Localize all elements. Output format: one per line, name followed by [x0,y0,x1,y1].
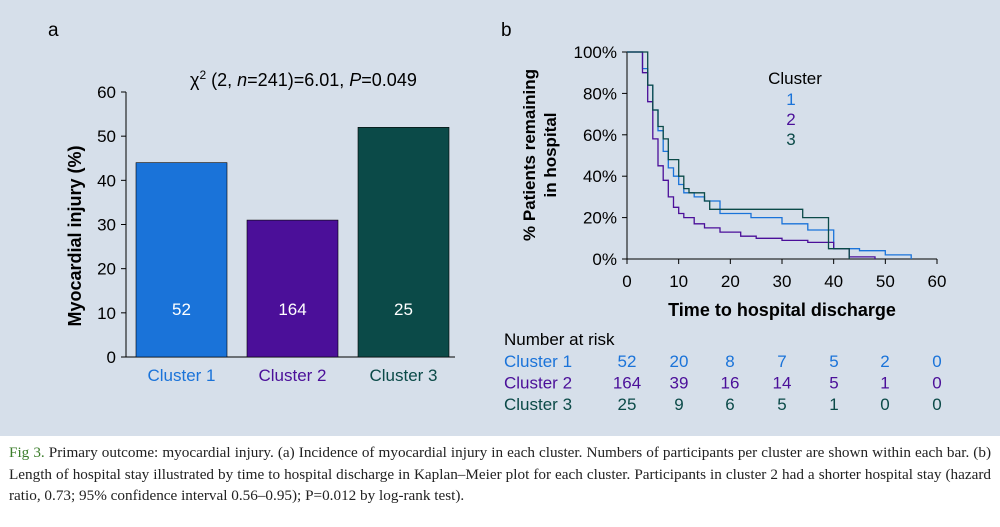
risk-cell: 0 [932,395,941,414]
km-x-tick-label: 30 [773,272,792,291]
risk-cell: 0 [880,395,889,414]
km-y-tick-label: 40% [583,167,617,186]
bar-y-tick-label: 0 [107,348,116,367]
risk-cell: 2 [880,352,889,371]
km-x-tick-label: 40 [824,272,843,291]
panel-a-label: a [48,20,59,41]
bar-y-tick-label: 20 [97,260,116,279]
chi-square-statistic: χ2 (2, n=241)=6.01, P=0.049 [190,68,417,90]
risk-cell: 164 [613,374,641,393]
bar-y-tick-label: 40 [97,171,116,190]
risk-row-label: Cluster 1 [504,352,572,371]
bar-y-tick-label: 10 [97,304,116,323]
figure-caption-label: Fig 3. [9,444,45,461]
risk-cell: 9 [674,395,683,414]
bar-category-label: Cluster 2 [258,366,326,385]
figure-svg: a χ2 (2, n=241)=6.01, P=0.049 0102030405… [48,20,947,414]
km-curve-cluster-3 [627,51,850,259]
bar-chart: 0 10 20 30 40 50 60 52 Cluster 1 164 Cluster 2 25 Cl… [97,83,455,385]
km-y-axis-label-line2: in hospital [541,113,560,198]
panel-b-label: b [501,20,512,41]
bar-cluster-3 [357,127,450,358]
km-y-tick-label: 20% [583,209,617,228]
risk-cell: 6 [725,395,734,414]
risk-cell: 5 [777,395,786,414]
risk-cell: 5 [829,374,838,393]
bar-category-label: Cluster 1 [147,366,215,385]
risk-cell: 20 [670,352,689,371]
km-x-axis-label: Time to hospital discharge [668,300,896,320]
km-y-tick-label: 60% [583,126,617,145]
bar-y-tick-label: 60 [97,83,116,102]
bar-chart-y-axis-label: Myocardial injury (%) [65,145,85,326]
legend-item-cluster-3: 3 [786,130,795,149]
risk-cell: 52 [618,352,637,371]
legend-item-cluster-1: 1 [786,90,795,109]
bar-count-label: 164 [278,300,306,319]
km-x-tick-label: 0 [622,272,631,291]
km-y-tick-label: 100% [574,43,617,62]
figure-caption: Fig 3. Primary outcome: myocardial injur… [9,442,991,507]
bar-cluster-2 [246,219,339,358]
figure-caption-text: Primary outcome: myocardial injury. (a) … [9,444,992,504]
risk-cell: 1 [880,374,889,393]
risk-table-title: Number at risk [504,330,615,349]
risk-row-label: Cluster 3 [504,395,572,414]
km-x-tick-label: 20 [721,272,740,291]
km-x-tick-label: 10 [669,272,688,291]
risk-cell: 14 [773,374,792,393]
km-y-axis-label-line1: % Patients remaining [520,69,539,241]
risk-cell: 1 [829,395,838,414]
bar-count-label: 52 [172,300,191,319]
risk-cell: 16 [721,374,740,393]
risk-cell: 0 [932,374,941,393]
risk-cell: 0 [932,352,941,371]
bar-cluster-1 [135,162,228,358]
risk-cell: 25 [618,395,637,414]
bar-count-label: 25 [394,300,413,319]
km-x-tick-label: 50 [876,272,895,291]
figure-panel: a χ2 (2, n=241)=6.01, P=0.049 0 10 20 30 40 5… [0,0,1000,436]
legend-item-cluster-2: 2 [786,110,795,129]
bar-category-label: Cluster 3 [369,366,437,385]
km-x-tick-label: 60 [928,272,947,291]
km-y-tick-label: 0% [592,250,617,269]
risk-cell: 39 [670,374,689,393]
km-y-tick-label: 80% [583,84,617,103]
risk-cell: 8 [725,352,734,371]
risk-cell: 7 [777,352,786,371]
legend-title: Cluster [768,69,822,88]
km-chart: 0% 20% 40% 60% 80% 100% 0 10 20 30 40 50 60 [574,43,947,291]
bar-y-tick-label: 30 [97,216,116,235]
km-curve-cluster-2 [627,51,876,259]
risk-cell: 5 [829,352,838,371]
bar-y-tick-label: 50 [97,127,116,146]
risk-row-label: Cluster 2 [504,374,572,393]
